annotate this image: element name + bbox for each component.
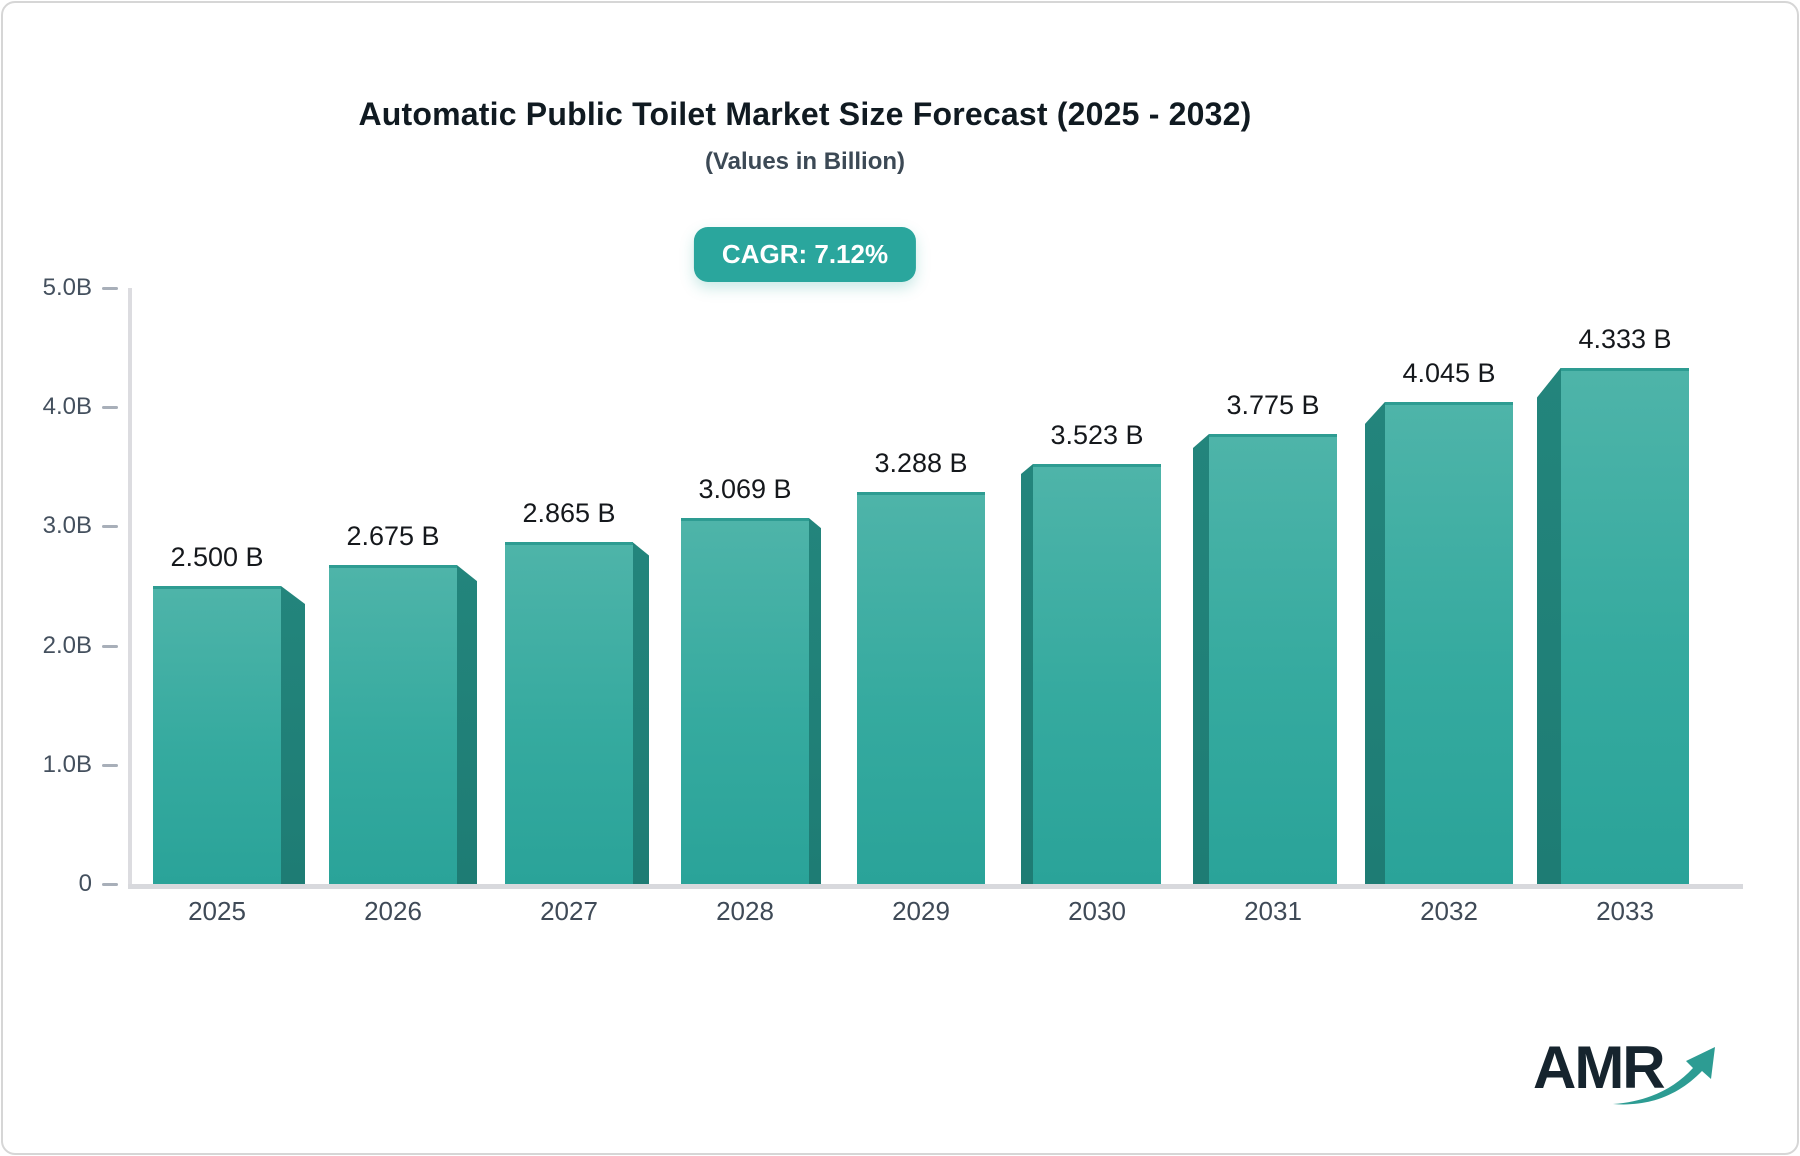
bar-side-face (633, 542, 649, 884)
bar-value-label: 3.775 B (1226, 390, 1320, 421)
bar-side-face (281, 586, 305, 884)
amr-logo: AMR (1533, 1036, 1733, 1116)
y-axis-tick (102, 763, 118, 767)
growth-arrow-icon (1613, 1047, 1715, 1105)
bar-value-label: 3.523 B (1050, 420, 1144, 451)
bar-value-label: 2.675 B (346, 521, 440, 552)
bar-2033 (1561, 367, 1689, 884)
x-axis-label: 2029 (892, 896, 950, 926)
chart-subtitle: (Values in Billion) (704, 148, 906, 175)
bar-value-label: 3.069 B (698, 474, 792, 505)
x-axis-label: 2033 (1596, 896, 1654, 926)
x-axis-label: 2025 (188, 896, 246, 926)
bar-2026 (329, 565, 457, 884)
bar-2029 (857, 492, 985, 884)
y-axis-line (128, 288, 132, 886)
y-axis-label: 2.0B (42, 631, 92, 659)
y-axis-label: 1.0B (42, 750, 92, 778)
bar-side-face (1365, 401, 1385, 884)
x-axis-label: 2032 (1420, 896, 1478, 926)
x-axis-label: 2031 (1244, 896, 1302, 926)
bar-value-label: 3.288 B (874, 448, 968, 479)
logo-text: AMR (1533, 1034, 1666, 1101)
y-axis-tick (102, 525, 118, 529)
y-axis-label: 5.0B (42, 274, 92, 301)
bar-2027 (505, 542, 633, 884)
y-axis-tick (102, 883, 118, 886)
bar-value-label: 4.333 B (1578, 323, 1672, 354)
chart-title: Automatic Public Toilet Market Size Fore… (358, 96, 1252, 132)
bar-value-label: 4.045 B (1402, 357, 1496, 388)
x-axis-label: 2026 (364, 896, 422, 926)
bar-2032 (1385, 401, 1513, 884)
bar-side-face (457, 565, 477, 884)
bar-value-label: 2.500 B (170, 542, 264, 572)
bar-2030 (1033, 464, 1161, 884)
y-axis-label: 3.0B (42, 512, 92, 540)
bar-value-label: 2.865 B (522, 498, 616, 529)
bar-side-face (1193, 434, 1209, 884)
cagr-badge: CAGR: 7.12% (693, 227, 917, 282)
y-axis-tick (102, 287, 118, 290)
y-axis-tick (102, 406, 118, 410)
x-axis-label: 2027 (540, 896, 598, 926)
bar-2025 (153, 586, 281, 884)
y-axis-label: 0 (78, 870, 92, 897)
bar-2031 (1209, 434, 1337, 884)
bar-side-face (1021, 464, 1033, 884)
bar-side-face (1537, 367, 1561, 884)
bar-side-face (809, 518, 821, 884)
y-axis-label: 4.0B (42, 393, 92, 421)
x-axis-line (128, 884, 1743, 889)
x-axis-label: 2030 (1068, 896, 1126, 926)
bar-2028 (681, 518, 809, 884)
y-axis-tick (102, 644, 118, 648)
x-axis-label: 2028 (716, 896, 774, 926)
